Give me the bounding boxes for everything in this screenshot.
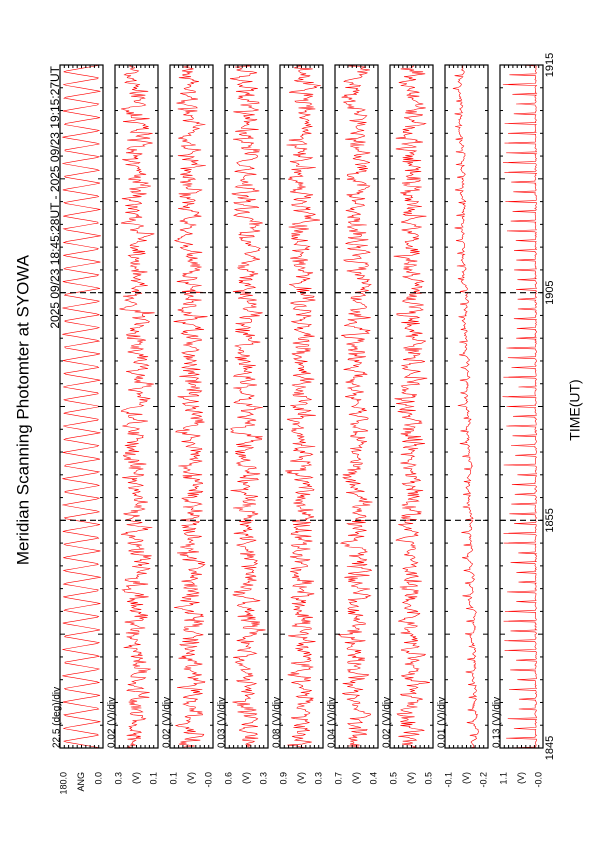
panel-axis-label: (V): [241, 772, 251, 784]
panel-axis-label: -0.0: [203, 772, 213, 788]
panel-axis-label: 0.5: [423, 772, 433, 785]
panel-axis-label: 0.4: [368, 772, 378, 785]
trace: [337, 64, 373, 749]
panel-axis-label: 0.1: [148, 772, 158, 785]
panel-axis-label: 0.0: [93, 772, 103, 785]
trace: [452, 64, 479, 749]
x-tick-label: 1845: [544, 736, 556, 760]
panel-scale: 0.03 (V)/div: [217, 697, 228, 748]
trace: [502, 64, 538, 749]
trace: [173, 64, 208, 749]
chart-subtitle: 2025 09/23 18:45:28UT - 2025 09/23 19:15…: [48, 65, 62, 328]
panel-axis-label: 0.3: [313, 772, 323, 785]
panel-axis-label: ANG: [76, 772, 86, 792]
panel-frame: [224, 64, 269, 749]
panel-scale: 0.04 (V)/div: [327, 697, 338, 748]
panel-scale: 0.01 (V)/div: [437, 697, 448, 748]
trace: [229, 64, 266, 749]
panel-frame: [59, 64, 104, 749]
panel-axis-label: 0.1: [168, 772, 178, 785]
panel-frame: [389, 64, 434, 749]
panel-axis-label: -0.0: [533, 772, 543, 788]
panel-scale: 0.02 (V)/div: [107, 697, 118, 748]
panel-axis-label: -0.1: [443, 772, 453, 788]
panel-frame: [334, 64, 379, 749]
panel-axis-label: 0.9: [278, 772, 288, 785]
panel-scale: 0.13 (V)/div: [492, 697, 503, 748]
panel-axis-label: 0.6: [223, 772, 233, 785]
panel-frame: [444, 64, 489, 749]
panel-axis-label: (V): [131, 772, 141, 784]
panel-axis-label: 1.1: [498, 772, 508, 785]
trace: [119, 64, 155, 749]
panel-axis-label: (V): [516, 772, 526, 784]
trace: [62, 64, 101, 749]
panel-axis-label: 0.3: [113, 772, 123, 785]
panel-scale: 0.08 (V)/div: [272, 697, 283, 748]
panel-axis-label: (V): [351, 772, 361, 784]
trace: [285, 64, 321, 749]
panel-axis-label: (V): [406, 772, 416, 784]
chart-title: Meridian Scanning Photomter at SYOWA: [13, 254, 32, 565]
panel-axis-label: (V): [186, 772, 196, 784]
panel-frame: [279, 64, 324, 749]
panel-axis-label: (V): [461, 772, 471, 784]
panel-scale: 0.02 (V)/div: [382, 697, 393, 748]
panel-axis-label: (V): [296, 772, 306, 784]
x-tick-label: 1855: [544, 508, 556, 532]
panel-scale: 22.5 (deg)/div: [52, 687, 63, 748]
panel-frame: [114, 64, 159, 749]
x-tick-label: 1905: [544, 280, 556, 304]
panel-axis-label: 0.7: [333, 772, 343, 785]
panel-axis-label: 0.5: [388, 772, 398, 785]
panel-axis-label: 0.3: [258, 772, 268, 785]
panel-frame: [499, 64, 544, 749]
x-tick-label: 1915: [544, 53, 556, 77]
trace: [393, 64, 430, 749]
panel-axis-label: 180.0: [58, 772, 68, 795]
panel-scale: 0.02 (V)/div: [162, 697, 173, 748]
x-axis-label: TIME(UT): [567, 379, 583, 440]
panel-axis-label: -0.2: [478, 772, 488, 788]
